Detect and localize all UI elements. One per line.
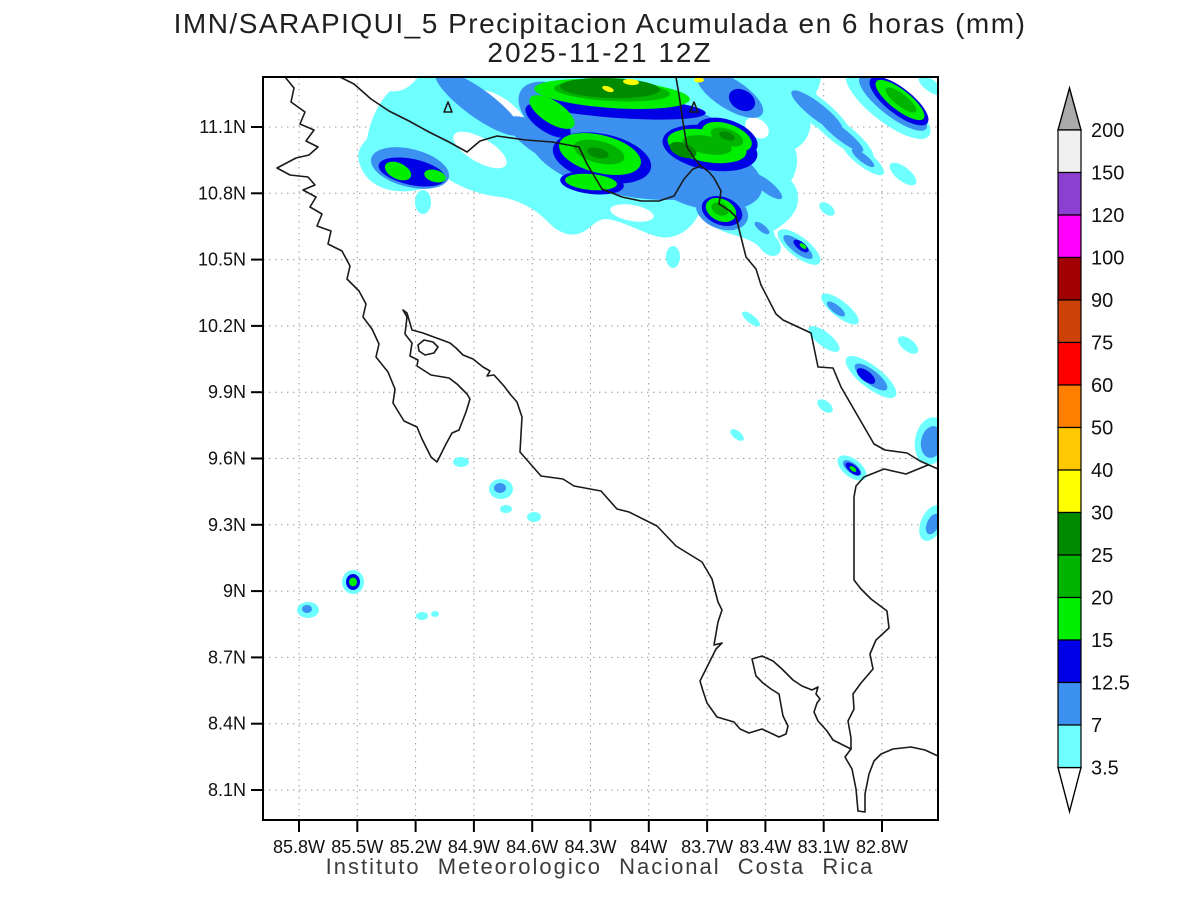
x-axis-label: 84.9W [448,837,500,857]
colorbar-tick-label: 100 [1091,248,1124,270]
y-axis-label: 8.7N [208,647,246,667]
delta-lagoon-outline [689,101,699,113]
y-axis-label: 9.6N [208,449,246,469]
x-axis-label: 82.8W [856,837,908,857]
y-axis-label: 9N [223,581,246,601]
colorbar-tick-label: 20 [1091,588,1113,610]
colorbar-segment [1057,341,1082,386]
colorbar-segment [1057,171,1082,216]
colorbar-tick-label: 25 [1091,545,1113,567]
x-axis-label: 83.7W [681,837,733,857]
colorbar-tick-label: 7 [1091,715,1102,737]
colorbar-tick-label: 15 [1091,630,1113,652]
colorbar-tick-label: 120 [1091,205,1124,227]
colorbar-segment [1057,681,1082,726]
colorbar-segment [1057,426,1082,471]
colorbar-segment [1057,554,1082,599]
colorbar-segment [1057,511,1082,556]
colorbar-segment [1057,724,1082,769]
y-axis-label: 11.1N [199,117,246,137]
colorbar-segment [1057,639,1082,684]
colorbar-tick-label: 150 [1091,163,1124,185]
nicaragua-border-line [339,77,702,202]
colorbar-tick-label: 3.5 [1091,758,1119,780]
y-axis-label: 8.1N [208,780,246,800]
y-axis-label: 9.3N [208,515,246,535]
y-axis-label: 9.9N [208,382,246,402]
caribbean-coastline [675,77,938,470]
panama-border-line [847,464,929,750]
x-axis-label: 85.2W [390,837,442,857]
colorbar-legend: 200 150 120 100 90 75 60 50 40 30 25 20 15 12.5 7 3.5 [1057,85,1130,815]
colorbar-segment [1057,469,1082,514]
colorbar-arrow-above [1057,85,1082,131]
x-axis-label: 84.3W [564,837,616,857]
colorbar-tick-label: 40 [1091,460,1113,482]
colorbar-segment [1057,299,1082,344]
colorbar-tick-label: 90 [1091,290,1113,312]
x-axis-label: 83.4W [739,837,791,857]
colorbar-arrow-below [1057,766,1082,815]
x-axis-label: 84.6W [506,837,558,857]
colorbar-tick-label: 200 [1091,120,1124,142]
colorbar-tick-label: 60 [1091,375,1113,397]
x-axis-label: 84W [630,837,667,857]
map-frame [262,76,939,821]
colorbar-tick-label: 50 [1091,418,1113,440]
colorbar-tick-label: 75 [1091,333,1113,355]
colorbar-segment [1057,384,1082,429]
y-axis-label: 10.2N [198,316,246,336]
colorbar-tick-label: 30 [1091,503,1113,525]
precipitation-field [297,77,938,620]
footer-credit: Instituto Meteorologico Nacional Costa R… [326,854,875,879]
coastline-layer [276,77,938,813]
axes: 85.8W 85.5W 85.2W 84.9W 84.6W 84.3W 84W 83.7W 83… [198,117,908,857]
x-axis-label: 85.5W [331,837,383,857]
x-axis-label: 83.1W [798,837,850,857]
colorbar-segment [1057,596,1082,641]
lake-island-outline [443,101,453,113]
chira-island-outline [417,339,439,356]
colorbar-segment [1057,256,1082,301]
valid-time-subtitle: 2025-11-21 12Z [487,37,712,68]
page-title: IMN/SARAPIQUI_5 Precipitacion Acumulada … [174,8,1027,39]
y-axis-label: 10.8N [198,183,246,203]
colorbar-segment [1057,129,1082,174]
colorbar-tick-label: 12.5 [1091,673,1130,695]
pacific-coastline [276,77,938,813]
x-axis-label: 85.8W [273,837,325,857]
colorbar-segment [1057,214,1082,259]
y-axis-label: 8.4N [208,714,246,734]
y-axis-label: 10.5N [198,250,246,270]
precip-level-30mm [602,77,704,93]
